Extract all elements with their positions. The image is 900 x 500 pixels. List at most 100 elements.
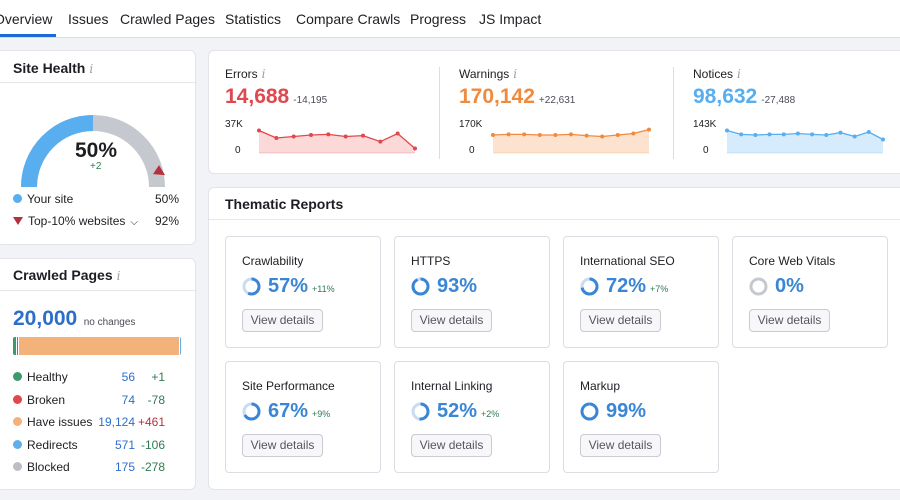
metric-errors[interactable]: Errors i 14,688 -14,195 37K 0 xyxy=(225,51,445,173)
tab-statistics[interactable]: Statistics xyxy=(225,11,282,27)
info-icon[interactable]: i xyxy=(513,67,518,81)
sparkline-point[interactable] xyxy=(326,132,331,137)
row-count[interactable]: 19,124 xyxy=(98,415,135,429)
report-delta: +11% xyxy=(312,284,335,294)
bar-segment xyxy=(15,337,19,355)
sparkline-point[interactable] xyxy=(866,130,871,134)
sparkline-line xyxy=(258,129,416,149)
metric-notices[interactable]: Notices i 98,632 -27,488 143K 0 xyxy=(693,51,900,173)
view-details-button[interactable]: View details xyxy=(580,434,661,457)
progress-ring-icon xyxy=(580,402,599,421)
progress-ring-icon xyxy=(242,402,261,421)
site-health-delta: +2 xyxy=(90,161,102,172)
sparkline-point[interactable] xyxy=(881,137,885,142)
sparkline-point[interactable] xyxy=(739,132,744,137)
tab-crawled-pages[interactable]: Crawled Pages xyxy=(120,11,215,27)
report-score: 72% +7% xyxy=(606,275,669,297)
tab-overview[interactable]: Overview xyxy=(0,11,53,27)
metric-value: 98,632 -27,488 xyxy=(693,85,796,108)
crawled-row-have-issues[interactable]: Have issues xyxy=(13,415,173,429)
y-axis-top-label: 37K xyxy=(225,119,243,130)
sparkline-chart xyxy=(725,128,885,154)
row-delta: +1 xyxy=(151,370,165,384)
crawled-row-broken[interactable]: Broken xyxy=(13,393,173,407)
row-count[interactable]: 571 xyxy=(114,437,135,452)
sparkline-point[interactable] xyxy=(795,131,800,136)
row-count[interactable]: 56 xyxy=(121,370,135,384)
thematic-reports-title: Thematic Reports xyxy=(225,196,344,212)
y-axis-top-label: 143K xyxy=(693,119,717,130)
info-icon[interactable]: i xyxy=(116,269,121,283)
sparkline-point[interactable] xyxy=(506,132,511,137)
sparkline-point[interactable] xyxy=(257,128,261,133)
report-score: 67% +9% xyxy=(268,400,331,422)
sparkline-point[interactable] xyxy=(810,132,815,137)
tab-js-impact[interactable]: JS Impact xyxy=(479,11,542,27)
metric-delta: -14,195 xyxy=(293,95,328,106)
active-tab-indicator xyxy=(0,34,56,37)
crawled-row-redirects[interactable]: Redirects xyxy=(13,438,173,452)
sparkline-point[interactable] xyxy=(584,133,589,138)
sparkline-area xyxy=(259,130,415,153)
row-label: Broken xyxy=(27,392,66,407)
tab-progress[interactable]: Progress xyxy=(410,11,467,27)
report-name: Markup xyxy=(580,379,621,393)
your-site-value: 50% xyxy=(154,192,179,206)
crawled-row-blocked[interactable]: Blocked xyxy=(13,460,173,474)
sparkline-point[interactable] xyxy=(569,132,573,137)
sparkline-point[interactable] xyxy=(725,128,729,133)
progress-ring-icon xyxy=(580,277,599,296)
sparkline-point[interactable] xyxy=(522,132,527,137)
view-details-button[interactable]: View details xyxy=(580,309,661,332)
sparkline-point[interactable] xyxy=(753,133,758,137)
sparkline-point[interactable] xyxy=(291,134,296,139)
sparkline-point[interactable] xyxy=(537,133,542,137)
sparkline-point[interactable] xyxy=(852,134,857,139)
crawled-pages-bar xyxy=(13,337,181,355)
sparkline-point[interactable] xyxy=(361,133,365,138)
sparkline-point[interactable] xyxy=(824,133,829,137)
sparkline-point[interactable] xyxy=(413,146,417,151)
progress-ring-icon xyxy=(749,277,768,296)
tab-compare-crawls[interactable]: Compare Crawls xyxy=(296,11,401,27)
sparkline-point[interactable] xyxy=(378,139,383,144)
sparkline-point[interactable] xyxy=(343,134,348,139)
row-label: Blocked xyxy=(27,460,70,474)
sparkline-point[interactable] xyxy=(395,131,400,136)
y-axis-bottom-label: 0 xyxy=(235,145,241,156)
view-details-button[interactable]: View details xyxy=(242,309,323,332)
tab-issues[interactable]: Issues xyxy=(68,11,109,27)
sparkline-point[interactable] xyxy=(647,127,651,132)
sparkline-point[interactable] xyxy=(600,134,605,139)
sparkline-point[interactable] xyxy=(553,133,558,137)
view-details-button[interactable]: View details xyxy=(749,309,830,332)
row-delta: +461 xyxy=(137,415,165,429)
sparkline-point[interactable] xyxy=(781,132,786,137)
chevron-down-icon[interactable]: ⌵ xyxy=(130,217,138,228)
view-details-button[interactable]: View details xyxy=(242,434,323,457)
view-details-button[interactable]: View details xyxy=(411,309,492,332)
row-label: Redirects xyxy=(27,437,78,452)
metric-warnings[interactable]: Warnings i 170,142 +22,631 170K 0 xyxy=(459,51,679,173)
row-count[interactable]: 175 xyxy=(114,460,135,474)
info-icon[interactable]: i xyxy=(737,67,741,81)
sparkline-point[interactable] xyxy=(838,130,843,135)
sparkline-point[interactable] xyxy=(491,133,495,137)
thematic-reports-card: Thematic Reports Crawlability 57% +11% Vi… xyxy=(208,187,900,490)
crawled-row-healthy[interactable]: Healthy xyxy=(13,370,173,384)
sparkline-point[interactable] xyxy=(767,132,772,137)
site-health-card: Site Health i 50% +2 Your site 50% Top-10… xyxy=(0,50,197,245)
info-icon[interactable]: i xyxy=(261,67,266,81)
top10-marker-icon xyxy=(152,165,165,176)
crawled-pages-total: 20,000 no changes xyxy=(13,307,136,330)
status-dot-icon xyxy=(13,462,22,471)
sparkline-point[interactable] xyxy=(615,133,620,137)
sparkline-point[interactable] xyxy=(631,131,636,136)
sparkline-point[interactable] xyxy=(309,133,313,137)
view-details-button[interactable]: View details xyxy=(411,434,492,457)
row-count[interactable]: 74 xyxy=(121,392,135,407)
legend-top10[interactable]: Top-10% websites ⌵ xyxy=(13,214,138,228)
info-icon[interactable]: i xyxy=(89,62,94,76)
report-score: 93% xyxy=(437,275,478,297)
sparkline-point[interactable] xyxy=(274,136,279,140)
